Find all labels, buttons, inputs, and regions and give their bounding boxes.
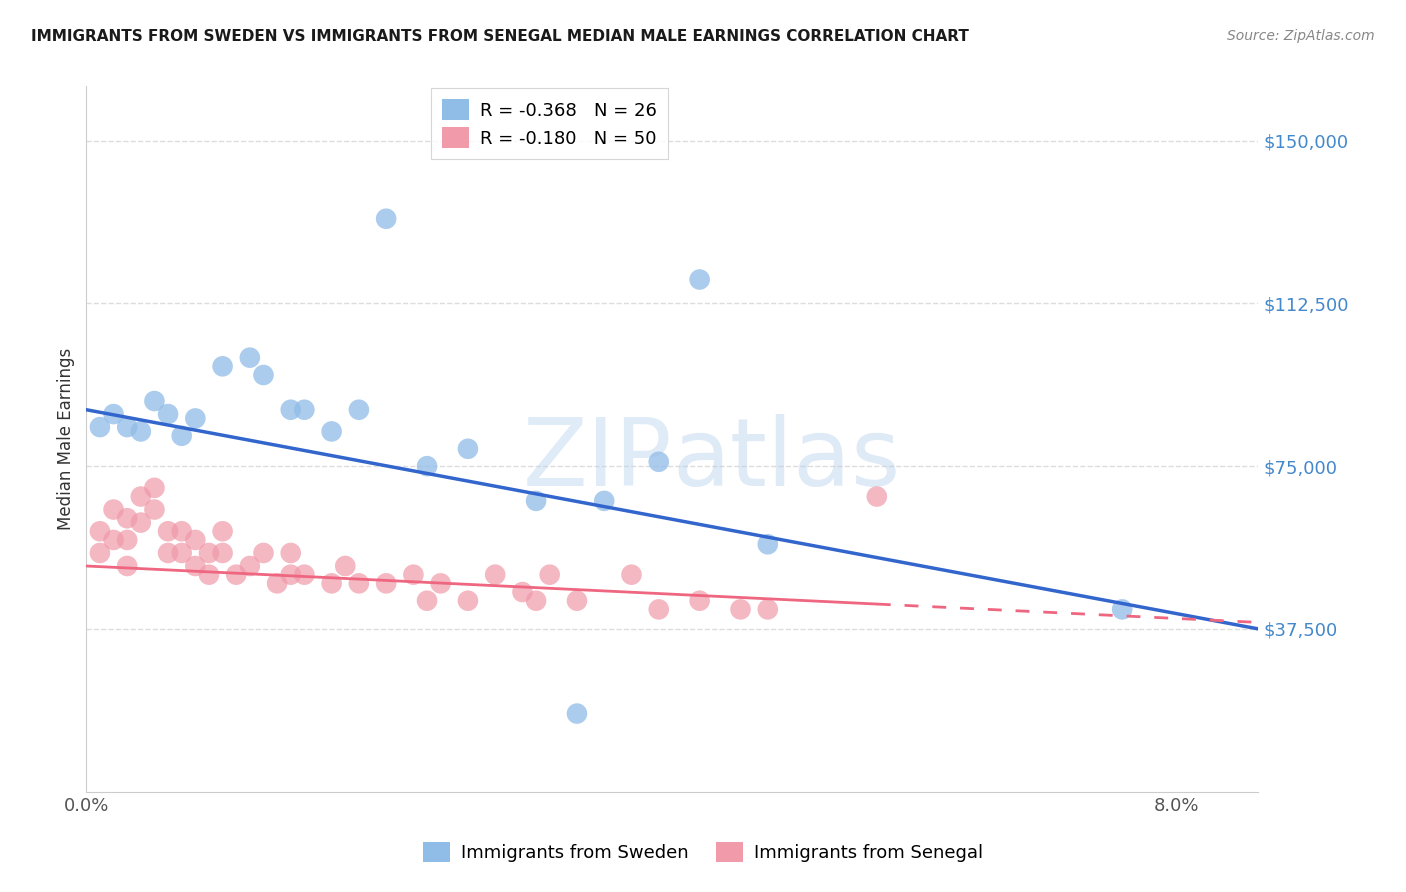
- Point: [252, 546, 274, 560]
- Point: [457, 593, 479, 607]
- Text: ZIP: ZIP: [523, 414, 672, 506]
- Point: [115, 420, 138, 434]
- Point: [129, 490, 152, 504]
- Point: [335, 559, 357, 574]
- Point: [375, 211, 398, 226]
- Point: [524, 494, 547, 508]
- Point: [170, 524, 193, 539]
- Point: [620, 567, 643, 582]
- Point: [103, 502, 125, 516]
- Point: [239, 559, 262, 574]
- Point: [184, 533, 207, 547]
- Point: [648, 602, 671, 616]
- Point: [416, 459, 439, 474]
- Point: [103, 533, 125, 547]
- Point: [103, 407, 125, 421]
- Point: [416, 593, 439, 607]
- Point: [211, 524, 233, 539]
- Point: [280, 402, 302, 417]
- Point: [593, 494, 616, 508]
- Point: [429, 576, 451, 591]
- Text: Source: ZipAtlas.com: Source: ZipAtlas.com: [1227, 29, 1375, 44]
- Point: [211, 359, 233, 374]
- Point: [115, 511, 138, 525]
- Point: [1111, 602, 1133, 616]
- Point: [538, 567, 561, 582]
- Point: [292, 567, 315, 582]
- Point: [198, 546, 221, 560]
- Point: [484, 567, 506, 582]
- Point: [730, 602, 752, 616]
- Point: [170, 429, 193, 443]
- Point: [129, 425, 152, 439]
- Point: [184, 411, 207, 425]
- Point: [292, 402, 315, 417]
- Point: [211, 546, 233, 560]
- Point: [157, 407, 180, 421]
- Point: [170, 546, 193, 560]
- Legend: Immigrants from Sweden, Immigrants from Senegal: Immigrants from Sweden, Immigrants from …: [416, 834, 990, 870]
- Point: [402, 567, 425, 582]
- Point: [648, 455, 671, 469]
- Text: atlas: atlas: [672, 414, 901, 506]
- Point: [321, 425, 343, 439]
- Point: [157, 524, 180, 539]
- Y-axis label: Median Male Earnings: Median Male Earnings: [58, 348, 75, 530]
- Point: [157, 546, 180, 560]
- Point: [280, 567, 302, 582]
- Point: [321, 576, 343, 591]
- Point: [565, 593, 588, 607]
- Point: [689, 272, 711, 286]
- Point: [89, 546, 111, 560]
- Point: [512, 585, 534, 599]
- Point: [280, 546, 302, 560]
- Legend: R = -0.368   N = 26, R = -0.180   N = 50: R = -0.368 N = 26, R = -0.180 N = 50: [432, 88, 668, 159]
- Point: [89, 524, 111, 539]
- Point: [756, 602, 779, 616]
- Point: [347, 576, 370, 591]
- Point: [143, 502, 166, 516]
- Point: [266, 576, 288, 591]
- Point: [524, 593, 547, 607]
- Point: [347, 402, 370, 417]
- Point: [143, 481, 166, 495]
- Point: [689, 593, 711, 607]
- Point: [225, 567, 247, 582]
- Point: [756, 537, 779, 551]
- Point: [375, 576, 398, 591]
- Point: [143, 394, 166, 409]
- Point: [115, 559, 138, 574]
- Point: [198, 567, 221, 582]
- Point: [184, 559, 207, 574]
- Point: [866, 490, 889, 504]
- Point: [89, 420, 111, 434]
- Text: IMMIGRANTS FROM SWEDEN VS IMMIGRANTS FROM SENEGAL MEDIAN MALE EARNINGS CORRELATI: IMMIGRANTS FROM SWEDEN VS IMMIGRANTS FRO…: [31, 29, 969, 45]
- Point: [252, 368, 274, 382]
- Point: [115, 533, 138, 547]
- Point: [239, 351, 262, 365]
- Point: [565, 706, 588, 721]
- Point: [457, 442, 479, 456]
- Point: [129, 516, 152, 530]
